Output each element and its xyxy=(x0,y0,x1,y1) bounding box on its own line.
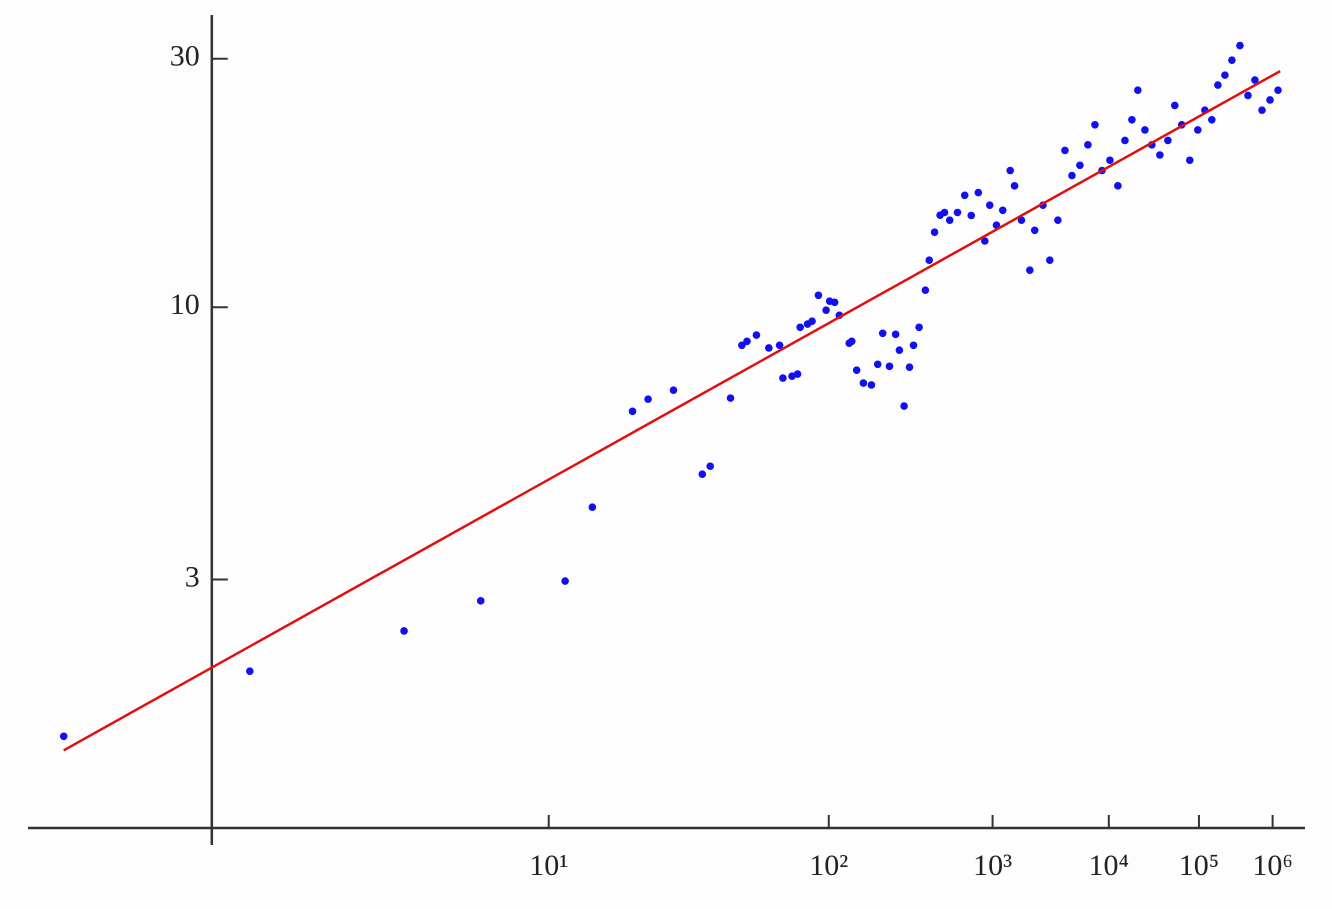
data-point xyxy=(967,211,976,220)
data-point xyxy=(1134,86,1142,95)
data-point xyxy=(878,329,887,338)
data-point xyxy=(561,577,569,585)
data-point xyxy=(1251,76,1259,84)
data-point xyxy=(1258,106,1266,114)
data-point xyxy=(1194,126,1202,134)
data-point xyxy=(779,374,787,382)
data-point xyxy=(775,341,784,350)
data-point xyxy=(1017,216,1026,225)
data-point xyxy=(1185,156,1194,165)
data-point xyxy=(59,732,68,741)
x-tick-label: 10⁵ xyxy=(1179,849,1219,882)
data-point xyxy=(1006,166,1015,175)
data-point xyxy=(1266,96,1274,104)
data-point xyxy=(867,381,876,389)
data-point xyxy=(1221,71,1229,79)
data-point xyxy=(945,216,954,225)
data-point xyxy=(1228,56,1236,65)
data-point xyxy=(793,370,802,378)
data-point xyxy=(1214,81,1222,89)
data-point xyxy=(930,228,939,237)
data-point xyxy=(644,395,652,403)
data-point xyxy=(476,597,485,605)
data-point xyxy=(814,291,823,300)
data-point xyxy=(1274,86,1282,95)
data-point xyxy=(1128,115,1136,124)
data-point xyxy=(1156,151,1164,159)
data-point xyxy=(706,462,715,471)
data-point xyxy=(985,201,994,209)
data-point xyxy=(1114,182,1122,190)
y-tick-label: 3 xyxy=(185,560,200,593)
data-point xyxy=(925,256,934,264)
data-point xyxy=(998,206,1007,215)
data-point xyxy=(400,627,408,635)
data-point xyxy=(895,346,904,354)
x-tick-label: 10⁶ xyxy=(1252,849,1292,882)
y-tick-label: 30 xyxy=(170,40,200,73)
data-point xyxy=(915,323,923,332)
data-point xyxy=(1054,216,1062,225)
data-point xyxy=(900,402,908,410)
y-tick-label: 10 xyxy=(170,288,200,321)
data-point xyxy=(981,237,989,245)
data-point xyxy=(796,323,804,332)
data-point xyxy=(743,337,751,346)
data-point xyxy=(1084,141,1092,149)
data-point xyxy=(940,208,949,217)
data-point xyxy=(909,341,918,350)
data-point xyxy=(885,362,894,371)
data-point xyxy=(905,363,914,371)
data-point xyxy=(246,667,254,676)
data-point xyxy=(859,379,868,387)
data-point xyxy=(1026,266,1034,274)
data-point xyxy=(726,394,735,402)
data-point xyxy=(588,503,597,512)
data-point xyxy=(1171,101,1179,110)
data-point xyxy=(738,341,746,350)
x-tick-label: 10² xyxy=(809,849,848,882)
data-point xyxy=(822,306,830,314)
data-point xyxy=(1091,120,1099,129)
data-point xyxy=(953,208,962,217)
data-point xyxy=(830,298,839,307)
data-point xyxy=(891,330,900,339)
data-point xyxy=(1208,115,1216,124)
data-point xyxy=(669,386,678,394)
data-point xyxy=(1244,91,1252,100)
data-point xyxy=(1061,146,1069,155)
data-point xyxy=(1045,256,1054,264)
data-point xyxy=(1076,161,1084,170)
x-tick-label: 10⁴ xyxy=(1089,849,1129,882)
data-point xyxy=(765,344,773,352)
data-point xyxy=(628,407,637,416)
data-point xyxy=(1236,41,1244,50)
data-point xyxy=(1030,226,1039,235)
fit-line xyxy=(63,70,1281,752)
data-point xyxy=(960,191,969,200)
x-tick-label: 10³ xyxy=(973,849,1012,882)
x-tick-label: 10¹ xyxy=(529,849,568,882)
data-point xyxy=(847,337,856,346)
data-point xyxy=(1141,126,1149,134)
data-point xyxy=(698,470,707,478)
data-point xyxy=(808,317,816,325)
data-point xyxy=(873,360,882,369)
data-point xyxy=(1010,182,1019,190)
data-point xyxy=(1106,156,1114,165)
data-point xyxy=(921,286,930,295)
data-point xyxy=(852,366,861,374)
data-point xyxy=(752,331,761,339)
data-point xyxy=(974,188,983,197)
data-point xyxy=(1068,171,1076,180)
data-point xyxy=(1164,136,1172,145)
data-point xyxy=(1121,136,1129,145)
